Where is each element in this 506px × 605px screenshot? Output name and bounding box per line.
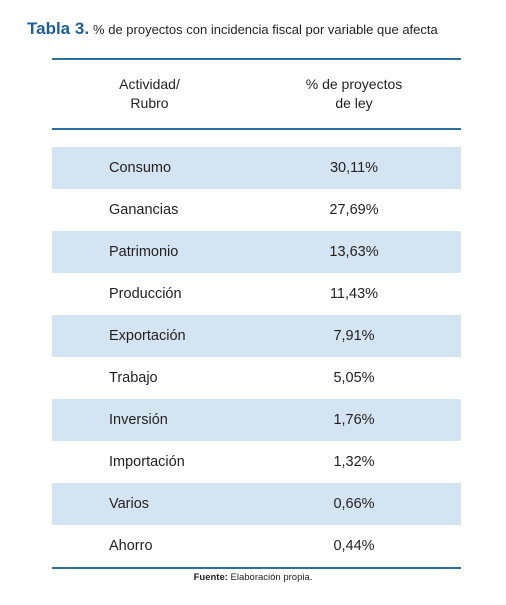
source-text: Elaboración propia. [230,572,313,583]
header-activity-line1: Actividad/ [119,76,180,92]
table-row: Trabajo 5,05% [52,357,461,399]
table-row: Ahorro 0,44% [52,525,461,567]
cell-activity: Importación [109,454,185,470]
table-header-row: Actividad/ Rubro % de proyectos de ley [52,60,461,128]
table-row: Varios 0,66% [52,483,461,525]
cell-activity: Ahorro [109,538,153,554]
table-row: Ganancias 27,69% [52,189,461,231]
cell-percent: 1,32% [333,454,375,470]
table-top-rule [52,58,461,60]
cell-activity: Consumo [109,160,172,176]
table-row: Producción 11,43% [52,273,461,315]
table-row: Exportación 7,91% [52,315,461,357]
table-row: Importación 1,32% [52,441,461,483]
cell-percent: 1,76% [333,412,375,428]
cell-percent: 7,91% [333,328,375,344]
cell-activity: Inversión [109,412,168,428]
table-row: Patrimonio 13,63% [52,231,461,273]
source-label: Fuente: [193,572,228,583]
table-header-rule [52,128,461,130]
table-caption: % de proyectos con incidencia fiscal por… [93,22,438,37]
header-percent: % de proyectos de ley [247,75,461,113]
table-spacer [52,130,461,147]
header-activity-line2: Rubro [130,95,169,111]
cell-percent: 0,44% [333,538,375,554]
table-row: Consumo 30,11% [52,147,461,189]
table-source-note: Fuente: Elaboración propia. [0,572,506,583]
header-activity: Actividad/ Rubro [52,75,247,113]
cell-activity: Trabajo [109,370,158,386]
cell-percent: 27,69% [329,202,379,218]
cell-activity: Ganancias [109,202,179,218]
table-bottom-rule [52,567,461,569]
cell-activity: Exportación [109,328,186,344]
cell-activity: Producción [109,286,182,302]
header-percent-line2: de ley [335,95,373,111]
table-number-label: Tabla 3. [27,19,90,38]
cell-activity: Varios [109,496,150,512]
cell-percent: 13,63% [329,244,379,260]
cell-activity: Patrimonio [109,244,179,260]
data-table: Actividad/ Rubro % de proyectos de ley C… [52,58,461,569]
header-percent-line1: % de proyectos [305,76,403,92]
table-title: Tabla 3.% de proyectos con incidencia fi… [27,19,497,39]
cell-percent: 5,05% [333,370,375,386]
cell-percent: 0,66% [333,496,375,512]
cell-percent: 11,43% [329,286,379,302]
cell-percent: 30,11% [329,160,379,176]
table-row: Inversión 1,76% [52,399,461,441]
